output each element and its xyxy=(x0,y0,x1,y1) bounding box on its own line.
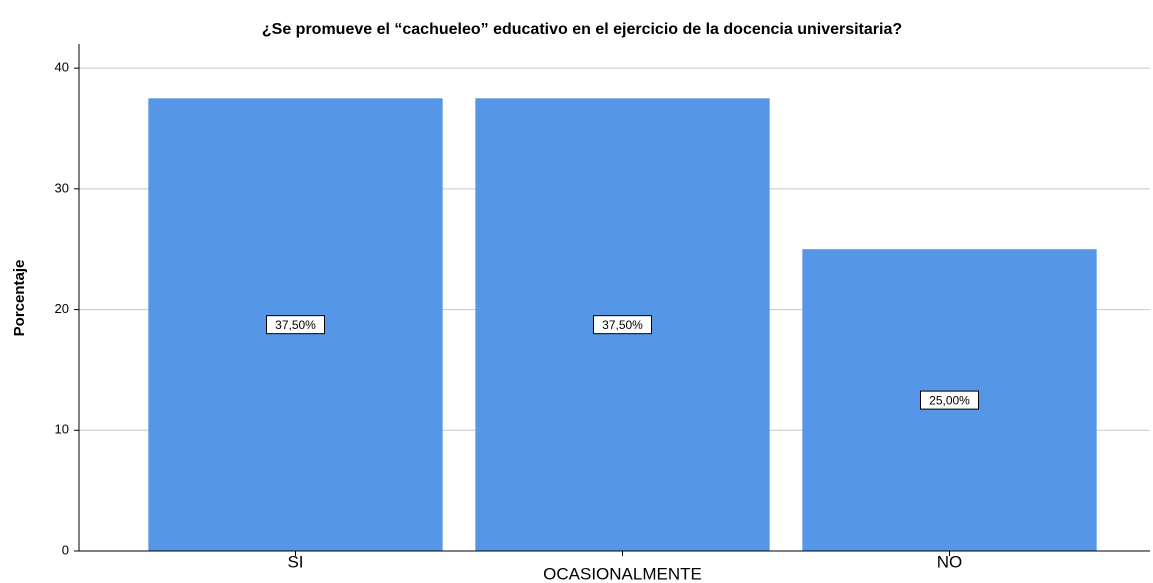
value-label: 37,50% xyxy=(602,318,643,332)
value-label-box xyxy=(593,315,652,335)
chart-title: ¿Se promueve el “cachueleo” educativo en… xyxy=(262,21,902,38)
value-label-box xyxy=(266,315,325,335)
value-label-box xyxy=(920,390,979,410)
x-tick-label: OCASIONALMENTE xyxy=(543,564,702,583)
y-tick-label: 10 xyxy=(55,422,69,437)
x-tick-label: SI xyxy=(287,552,303,571)
y-tick-label: 40 xyxy=(55,60,69,75)
value-label: 37,50% xyxy=(275,318,316,332)
value-label: 25,00% xyxy=(929,393,970,407)
y-axis-label: Porcentaje xyxy=(11,260,28,337)
y-tick-label: 30 xyxy=(55,180,69,195)
y-tick-label: 20 xyxy=(55,301,69,316)
x-tick-label: NO xyxy=(937,552,963,571)
y-tick-label: 0 xyxy=(62,542,69,557)
